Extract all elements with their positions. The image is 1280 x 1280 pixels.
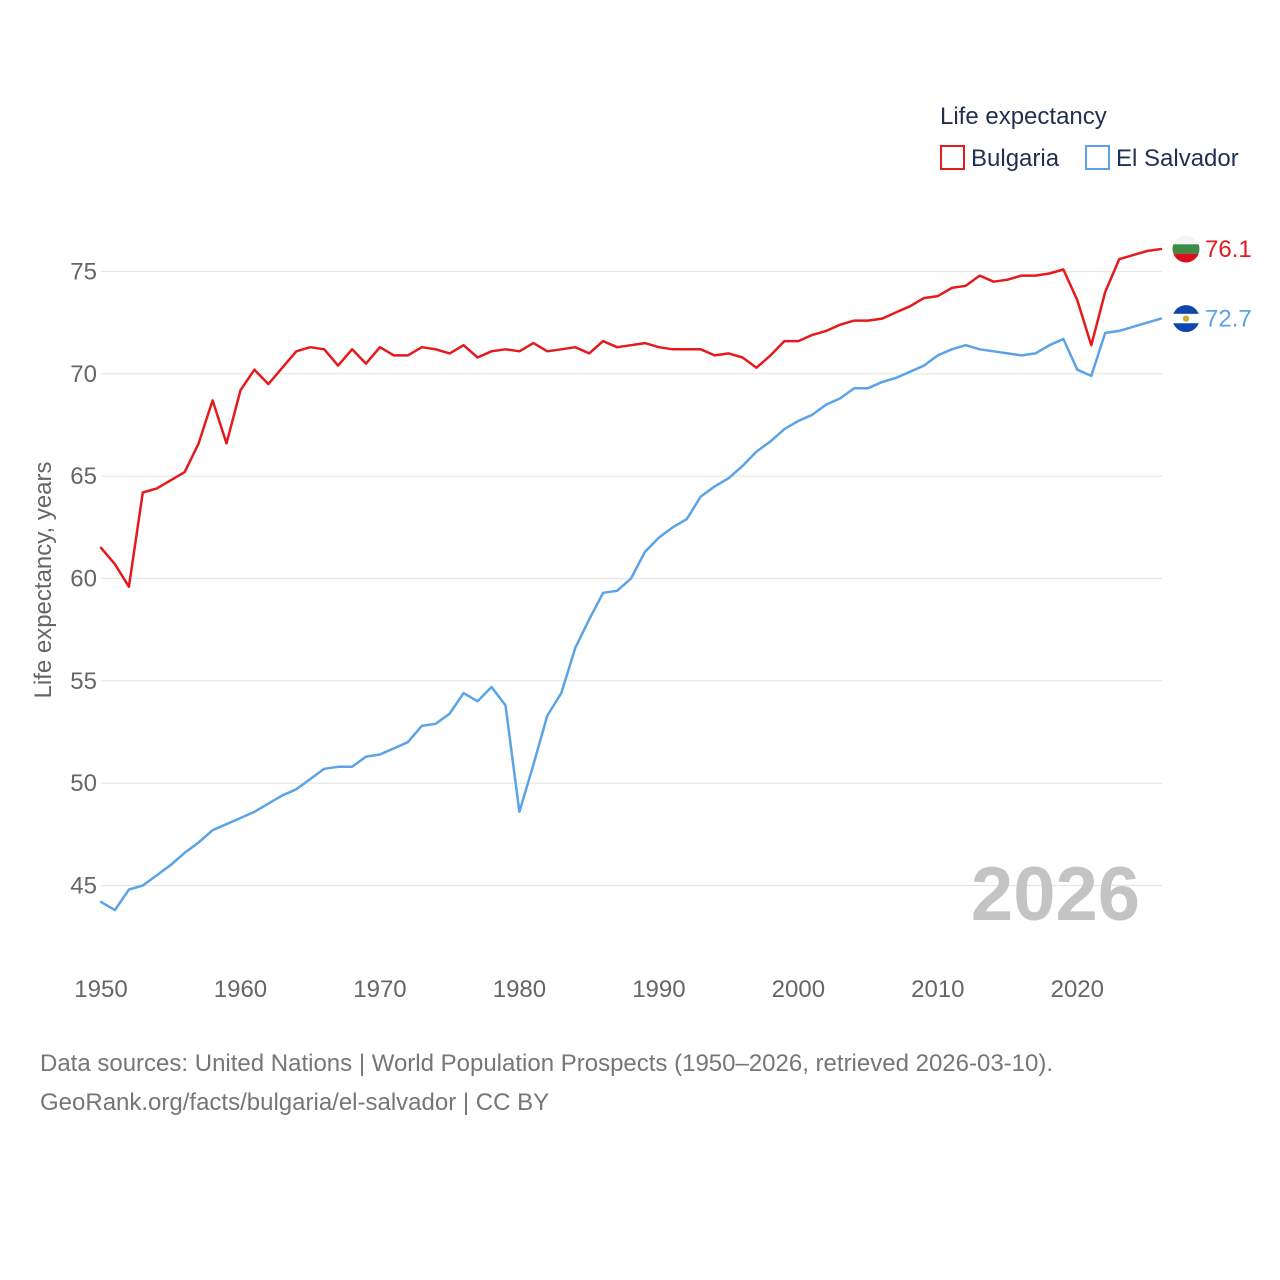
x-tick-label: 1980	[493, 976, 546, 1003]
x-tick-label: 2000	[772, 976, 825, 1003]
x-tick-label: 1950	[74, 976, 127, 1003]
x-tick-label: 1960	[214, 976, 267, 1003]
bulgaria-flag-icon	[1172, 234, 1200, 263]
source-line-url[interactable]: GeoRank.org/facts/bulgaria/el-salvador |…	[40, 1089, 550, 1116]
y-tick-label: 65	[70, 463, 97, 490]
series-line-bulgaria[interactable]	[99, 247, 1163, 588]
y-axis-label: Life expectancy, years	[30, 461, 57, 698]
end-value-label-el-salvador: 72.7	[1205, 306, 1252, 333]
x-tick-label: 1990	[632, 976, 685, 1003]
y-axis-ticks: 45 50 55 60 65 70 75	[70, 259, 97, 900]
life-expectancy-chart: 45 50 55 60 65 70 75 1950 1960 1970 1980 1990 2000 2…	[30, 103, 1252, 1003]
x-axis-ticks: 1950 1960 1970 1980 1990 2000 2010 2020	[74, 976, 1104, 1003]
y-tick-label: 45	[70, 873, 97, 900]
series-lines	[99, 247, 1163, 912]
x-tick-label: 2010	[911, 976, 964, 1003]
year-watermark: 2026	[971, 852, 1140, 937]
el-salvador-flag-icon	[1172, 304, 1200, 333]
flag-border	[1171, 234, 1201, 264]
series-end-markers: 76.1 72.7	[1171, 234, 1252, 334]
y-tick-label: 55	[70, 668, 97, 695]
legend-swatch-bulgaria	[940, 145, 965, 170]
y-tick-label: 75	[70, 259, 97, 286]
x-tick-label: 2020	[1051, 976, 1104, 1003]
legend-label-bulgaria: Bulgaria	[971, 145, 1060, 172]
legend: Life expectancy Bulgaria El Salvador	[940, 103, 1239, 172]
legend-label-el-salvador: El Salvador	[1116, 145, 1239, 172]
y-tick-label: 70	[70, 361, 97, 388]
legend-item-bulgaria[interactable]: Bulgaria	[940, 145, 1060, 172]
y-tick-label: 50	[70, 770, 97, 797]
source-line-data: Data sources: United Nations | World Pop…	[40, 1050, 1054, 1077]
y-tick-label: 60	[70, 566, 97, 593]
end-value-label-bulgaria: 76.1	[1205, 236, 1252, 263]
series-line-el-salvador[interactable]	[99, 317, 1163, 912]
legend-item-el-salvador[interactable]: El Salvador	[1085, 145, 1239, 172]
legend-swatch-el-salvador	[1085, 145, 1110, 170]
legend-title: Life expectancy	[940, 103, 1107, 130]
source-note: Data sources: United Nations | World Pop…	[40, 1044, 1053, 1122]
x-tick-label: 1970	[353, 976, 406, 1003]
flag-border	[1171, 304, 1201, 334]
